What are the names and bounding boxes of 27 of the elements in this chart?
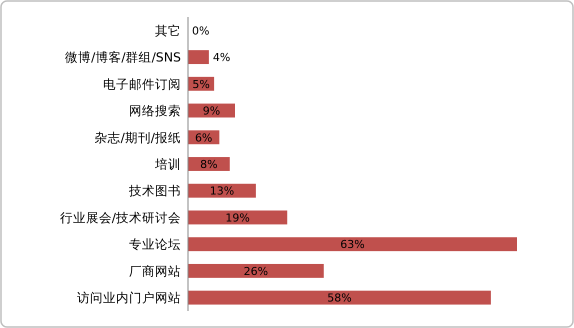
data-label: 9%	[202, 104, 220, 118]
y-tick-label: 网络搜索	[129, 103, 181, 118]
data-label: 13%	[210, 184, 234, 198]
data-label: 19%	[225, 211, 250, 224]
data-label: 5%	[192, 78, 210, 91]
data-label: 26%	[244, 264, 268, 278]
data-label: 0%	[192, 24, 210, 38]
bar	[188, 50, 209, 64]
bar	[188, 237, 517, 252]
bar	[188, 290, 491, 305]
data-label: 4%	[212, 51, 230, 64]
bar	[188, 264, 324, 278]
y-tick-label: 专业论坛	[129, 236, 181, 252]
data-label: 8%	[200, 158, 218, 171]
y-tick-label: 微博/博客/群组/SNS	[65, 50, 182, 65]
y-tick-label: 其它	[155, 22, 181, 38]
data-label: 63%	[340, 238, 365, 252]
bar	[188, 210, 288, 224]
y-tick-label: 杂志/期刊/报纸	[94, 130, 181, 145]
y-tick-label: 技术图书	[128, 183, 181, 198]
y-tick-label: 行业展会/技术研讨会	[60, 210, 181, 225]
data-label: 6%	[194, 131, 212, 144]
y-tick-label: 电子邮件订阅	[103, 76, 181, 92]
y-tick-label: 厂商网站	[129, 263, 181, 278]
y-tick-label: 访问业内门户网站	[77, 290, 181, 306]
y-tick-label: 培训	[154, 156, 181, 172]
data-label: 58%	[327, 292, 352, 305]
